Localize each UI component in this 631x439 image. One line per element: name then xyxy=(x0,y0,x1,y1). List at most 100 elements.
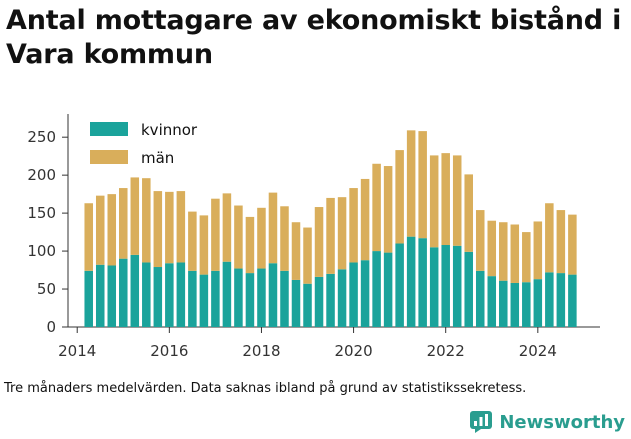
bar-man xyxy=(291,222,301,280)
bar-kvinnor xyxy=(326,273,335,327)
bar-man xyxy=(107,194,117,266)
bar-kvinnor xyxy=(464,251,473,327)
bar-kvinnor xyxy=(234,268,243,327)
bar-kvinnor xyxy=(545,272,554,327)
brand-name: Newsworthy xyxy=(499,411,625,433)
bar-man xyxy=(165,191,174,264)
bar-kvinnor xyxy=(487,276,497,327)
bar-kvinnor xyxy=(568,274,577,327)
bar-man xyxy=(142,178,151,263)
bar-kvinnor xyxy=(176,262,186,327)
x-tick-label: 2020 xyxy=(334,342,372,360)
bar-man xyxy=(372,163,381,252)
bar-kvinnor xyxy=(211,270,220,327)
bar-kvinnor xyxy=(130,254,140,327)
legend: kvinnor män xyxy=(90,121,198,167)
bar-kvinnor xyxy=(142,262,151,327)
bar-kvinnor xyxy=(337,269,347,327)
y-tick-label: 200 xyxy=(27,166,56,184)
brand: Newsworthy xyxy=(469,408,625,436)
legend-swatch-man xyxy=(90,150,128,164)
x-tick-label: 2022 xyxy=(427,342,465,360)
bar-kvinnor xyxy=(84,270,93,327)
bar-man xyxy=(487,220,497,277)
newsworthy-logo-icon xyxy=(470,411,493,433)
y-axis: 0 50 100 150 200 250 xyxy=(27,114,69,336)
bar-man xyxy=(314,207,324,277)
bar-man xyxy=(234,205,243,269)
bar-kvinnor xyxy=(406,236,416,327)
bar-man xyxy=(429,155,439,248)
legend-label-man: män xyxy=(141,149,174,167)
chart-title: Antal mottagare av ekonomiskt bistånd i … xyxy=(6,5,622,70)
y-tick-label: 250 xyxy=(27,128,56,146)
bar-man xyxy=(441,153,450,245)
bar-man xyxy=(245,216,255,274)
bar-man xyxy=(95,195,105,265)
bar-kvinnor xyxy=(418,238,427,327)
bar-man xyxy=(326,197,335,274)
bar-man xyxy=(188,211,197,271)
bar-kvinnor xyxy=(475,270,485,327)
bar-man xyxy=(418,131,427,239)
bar-kvinnor xyxy=(372,251,381,327)
bar-man xyxy=(568,214,577,275)
bar-man xyxy=(130,177,140,255)
bar-kvinnor xyxy=(222,261,232,327)
bar-kvinnor xyxy=(441,245,450,327)
bar-man xyxy=(360,178,370,261)
bars xyxy=(84,130,577,327)
bar-kvinnor xyxy=(510,282,520,327)
x-tick-label: 2014 xyxy=(58,342,96,360)
bar-kvinnor xyxy=(522,282,531,327)
bar-kvinnor xyxy=(452,245,462,327)
bar-man xyxy=(475,210,485,271)
y-tick-label: 50 xyxy=(37,280,56,298)
bar-man xyxy=(533,221,543,280)
bar-man xyxy=(452,155,462,246)
y-tick-label: 150 xyxy=(27,204,56,222)
x-tick-label: 2016 xyxy=(150,342,188,360)
bar-kvinnor xyxy=(429,247,439,327)
legend-label-kvinnor: kvinnor xyxy=(141,121,198,139)
bar-kvinnor xyxy=(303,283,312,327)
bar-man xyxy=(222,193,232,262)
bar-man xyxy=(211,198,220,271)
bar-kvinnor xyxy=(291,279,301,327)
bar-man xyxy=(510,224,520,283)
bar-kvinnor xyxy=(556,273,566,327)
bar-man xyxy=(395,150,404,244)
bar-kvinnor xyxy=(165,263,174,327)
bar-kvinnor xyxy=(314,276,324,327)
bar-kvinnor xyxy=(349,262,358,327)
stacked-bar-chart: 0 50 100 150 200 250 2014 2016 2018 2020 2022 2024… xyxy=(27,114,600,360)
bar-kvinnor xyxy=(533,279,543,327)
bar-kvinnor xyxy=(153,267,163,327)
bar-kvinnor xyxy=(188,270,197,327)
bar-man xyxy=(464,174,473,252)
bar-kvinnor xyxy=(280,270,289,327)
bar-man xyxy=(176,191,186,263)
bar-man xyxy=(303,227,312,284)
bar-kvinnor xyxy=(107,265,117,327)
bar-man xyxy=(499,222,508,281)
bar-kvinnor xyxy=(245,273,255,327)
footnote: Tre månaders medelvärden. Data saknas ib… xyxy=(4,381,527,396)
bar-kvinnor xyxy=(395,243,404,327)
bar-kvinnor xyxy=(499,280,508,327)
bar-kvinnor xyxy=(95,264,105,327)
bar-kvinnor xyxy=(257,268,266,327)
bar-kvinnor xyxy=(119,258,128,327)
bar-man xyxy=(153,191,163,268)
bar-man xyxy=(257,207,266,269)
bar-man xyxy=(556,210,566,274)
bar-man xyxy=(406,130,416,237)
x-tick-label: 2018 xyxy=(242,342,280,360)
y-tick-label: 0 xyxy=(46,318,56,336)
bar-man xyxy=(383,166,393,253)
bar-man xyxy=(84,203,93,271)
x-axis: 2014 2016 2018 2020 2022 2024 xyxy=(58,326,600,360)
bar-man xyxy=(280,206,289,271)
x-tick-label: 2024 xyxy=(519,342,557,360)
bar-man xyxy=(337,197,347,270)
